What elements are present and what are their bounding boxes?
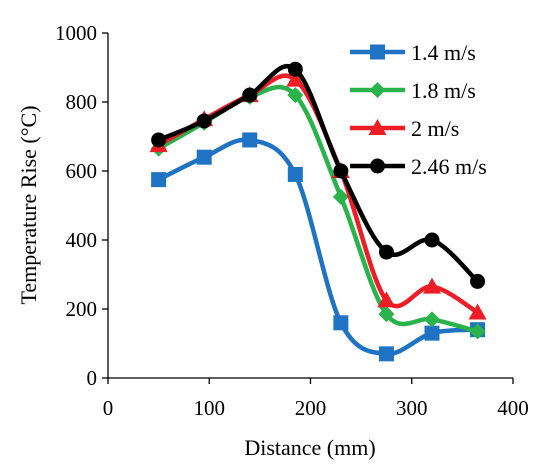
y-tick-label: 600 (66, 159, 98, 183)
legend-label: 1.4 m/s (411, 40, 476, 65)
series-line (156, 64, 480, 284)
data-point (196, 149, 212, 165)
series-4 (151, 61, 486, 289)
data-point (468, 303, 487, 320)
data-point (333, 163, 349, 179)
x-axis-title: Distance (mm) (244, 435, 375, 460)
legend-marker (370, 158, 385, 174)
legend-label: 2 m/s (411, 116, 459, 141)
x-tick-label: 100 (194, 396, 226, 420)
legend-marker (370, 44, 385, 60)
data-point (151, 172, 167, 188)
data-point (423, 277, 441, 294)
ticks: 0 200 400 600 800 1000 0 100 200 300 400 (55, 21, 529, 420)
data-point (196, 113, 212, 129)
data-point (332, 188, 349, 205)
y-tick-label: 800 (66, 90, 98, 114)
legend-item: 2.46 m/s (350, 154, 487, 179)
legend-marker (368, 119, 387, 135)
data-point (424, 232, 440, 248)
data-point (286, 70, 305, 87)
data-point (287, 61, 303, 77)
x-tick-label: 300 (396, 396, 428, 420)
data-point (469, 323, 486, 340)
data-point (151, 132, 167, 148)
legend: 1.4 m/s 1.8 m/s 2 m/s 2.46 m/s (350, 40, 487, 179)
y-tick-label: 400 (66, 228, 98, 252)
legend-label: 1.8 m/s (411, 78, 476, 103)
series-line (156, 137, 480, 357)
data-point (424, 311, 440, 328)
data-point (378, 244, 394, 260)
y-tick-label: 200 (66, 297, 98, 321)
data-point (287, 166, 303, 182)
y-tick-label: 0 (87, 366, 98, 390)
data-point (242, 132, 258, 148)
data-point (378, 306, 395, 323)
data-point (287, 87, 304, 104)
x-tick-label: 0 (103, 396, 114, 420)
data-point (424, 325, 440, 341)
y-axis-title: Temperature Rise (°C) (16, 105, 41, 304)
data-point (333, 315, 349, 331)
legend-item: 1.4 m/s (350, 40, 476, 65)
y-tick-label: 1000 (55, 21, 97, 45)
data-point (377, 291, 396, 308)
series-1 (151, 132, 486, 362)
x-tick-label: 200 (295, 396, 327, 420)
data-point (378, 346, 394, 362)
data-point (242, 87, 258, 103)
x-tick-label: 400 (497, 396, 529, 420)
legend-label: 2.46 m/s (411, 154, 487, 179)
legend-item: 1.8 m/s (350, 78, 476, 103)
legend-marker (369, 82, 386, 98)
legend-item: 2 m/s (350, 116, 459, 141)
data-point (470, 273, 486, 289)
series-layer (149, 61, 487, 362)
